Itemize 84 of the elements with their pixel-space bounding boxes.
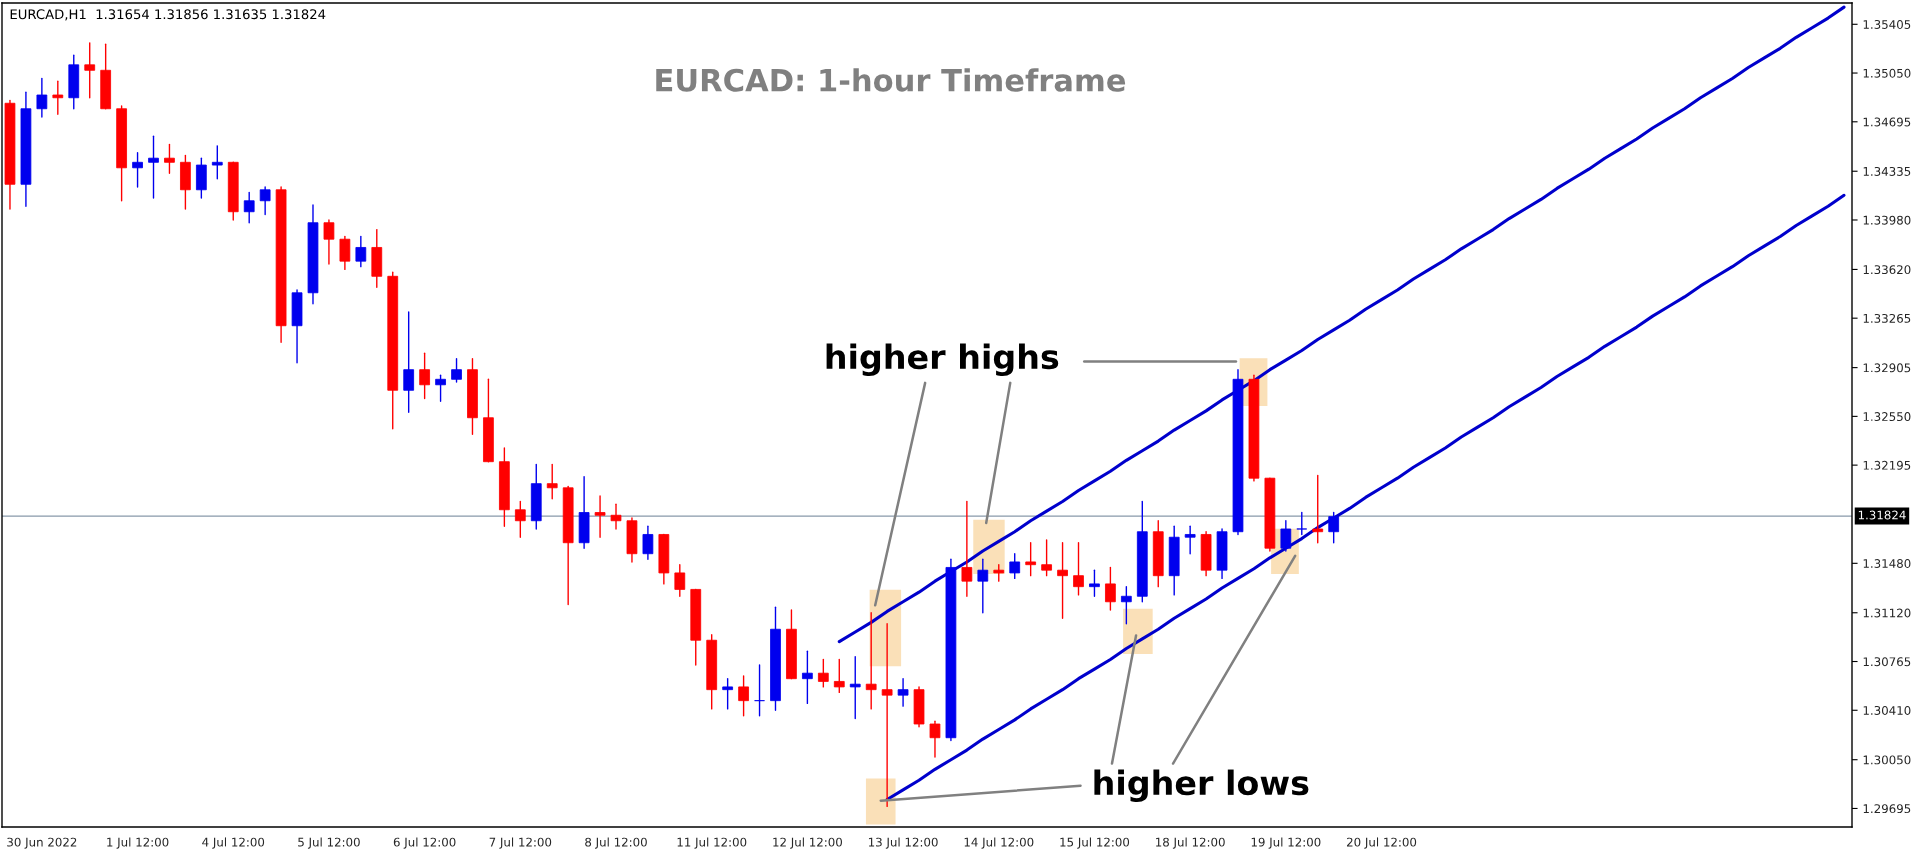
candlestick [674,563,686,597]
x-tick-label: 12 Jul 12:00 [773,837,842,849]
y-tick-label: 1.30765 [1863,657,1911,667]
candlestick [1057,542,1068,619]
x-tick-label: 18 Jul 12:00 [1156,837,1225,849]
candlestick [1025,542,1037,577]
x-tick-label: 11 Jul 12:00 [677,837,747,849]
candlestick [833,658,845,694]
candlestick [849,656,861,720]
candlestick [1328,511,1340,544]
candlestick [36,77,48,118]
candlestick [1041,539,1052,577]
candlestick [961,500,973,597]
x-tick-label: 6 Jul 12:00 [393,837,456,849]
candlestick [148,135,159,199]
candlestick [610,503,622,530]
y-tick-label: 1.31120 [1863,608,1911,618]
x-tick-label: 20 Jul 12:00 [1346,837,1417,849]
candlestick [642,525,654,560]
x-tick-label: 4 Jul 12:00 [202,837,265,849]
candlestick [1296,511,1308,536]
candlestick [722,677,734,710]
y-tick-label: 1.34695 [1863,117,1911,127]
candlestick [1009,553,1021,580]
candlestick [211,145,223,180]
candlestick [339,235,351,271]
x-tick-label: 5 Jul 12:00 [298,837,360,849]
annotation: higher highs [826,343,1059,377]
candlestick [865,612,877,710]
x-tick-label: 8 Jul 12:00 [585,837,647,849]
candlestick [594,495,606,538]
y-tick-label: 1.35050 [1863,68,1911,78]
y-tick-label: 1.34335 [1863,166,1911,176]
candlestick [243,191,255,224]
candlestick [754,664,765,717]
candlestick [817,658,829,688]
y-tick-label: 1.33620 [1863,265,1911,275]
candlestick [259,186,271,216]
y-tick-label: 1.32905 [1863,363,1911,373]
y-tick-label: 1.30050 [1863,755,1911,765]
candlestick [323,219,335,265]
y-tick-label: 1.30410 [1863,705,1911,715]
text: EURCAD: 1-hour Timeframe [656,68,1126,92]
candlestick [514,500,526,538]
annotation: EURCAD,H1 1.31654 1.31856 1.31635 1.31824 [10,9,326,21]
x-tick-label: 7 Jul 12:00 [489,837,552,849]
y-tick-label: 1.31480 [1863,559,1911,568]
x-tick-label: 13 Jul 12:00 [868,837,938,849]
x-tick-label: 1 Jul 12:00 [107,837,169,849]
candlestick [435,374,446,402]
candlestick [1089,569,1100,597]
x-tick-label: 15 Jul 12:00 [1060,837,1130,849]
candlestick [738,675,749,717]
candlestick [52,80,64,115]
candlestick [419,352,430,400]
candlestick [451,357,462,383]
candlestick [1105,566,1116,611]
candlestick [897,677,909,707]
y-tick-label: 1.33265 [1863,313,1911,323]
y-tick-label: 1.33980 [1863,215,1911,225]
candlestick [1312,474,1324,544]
candlestick [977,558,989,614]
x-tick-label: 14 Jul 12:00 [964,837,1034,849]
y-tick-label: 1.29695 [1863,804,1911,814]
candlestick [546,463,558,500]
candlestick [802,650,813,705]
candlestick [1120,585,1132,625]
candlestick [84,42,96,99]
candlestick [164,143,175,174]
ref-line-label: 1.31824 [1858,510,1906,520]
candlestick [132,151,143,188]
x-tick-label: 30 Jun 2022 [7,837,77,849]
y-tick-label: 1.35405 [1863,20,1911,29]
candlestick [929,720,941,758]
annotation: higher lows [1094,769,1309,803]
candlestick [403,311,415,413]
candlestick [1280,520,1292,552]
y-tick-label: 1.32195 [1863,460,1911,470]
candlestick [355,235,367,268]
candlestick [1073,542,1084,596]
y-tick-label: 1.32550 [1863,412,1911,422]
candlestick [1184,525,1196,555]
candlestick [881,623,893,808]
x-tick-label: 19 Jul 12:00 [1251,837,1321,849]
